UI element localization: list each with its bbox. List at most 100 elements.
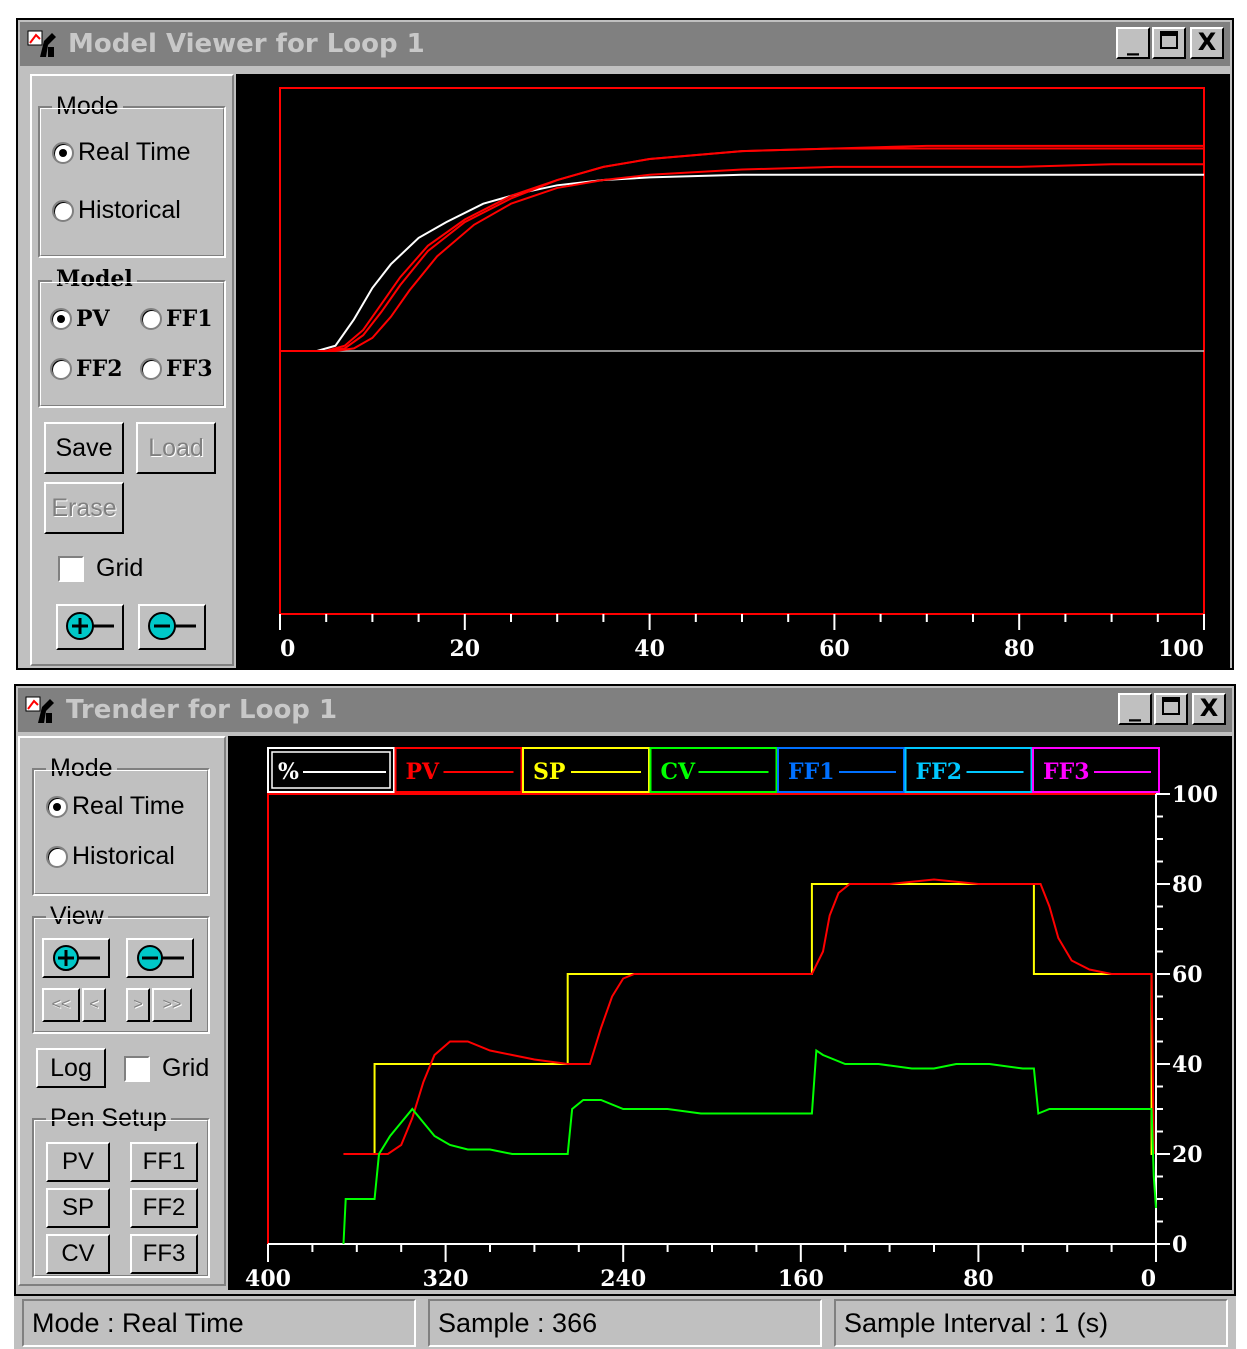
model-group: Model PV FF1 FF2 FF3 (38, 266, 226, 408)
x-tick-label: 40 (634, 636, 665, 662)
grid-label: Grid (162, 1054, 210, 1082)
legend-label: % (278, 759, 299, 785)
y-tick-label: 40 (1172, 1052, 1203, 1078)
legend-box-% (267, 747, 395, 793)
radio-dot-selected[interactable] (52, 141, 74, 164)
x-tick-label: 240 (600, 1266, 646, 1290)
x-tick-label: 400 (245, 1266, 291, 1290)
minimize-button[interactable]: _ (1118, 693, 1152, 725)
scroll-next-button[interactable]: > (126, 988, 150, 1022)
pen-cv-button[interactable]: CV (46, 1234, 110, 1274)
scroll-last-button[interactable]: >> (152, 988, 192, 1022)
app-icon (26, 27, 60, 61)
pen-ff2-button[interactable]: FF2 (130, 1188, 198, 1228)
series-pv (343, 878, 1155, 1155)
mode-group-label: Mode (52, 92, 123, 121)
model-plot-area: 0 20 40 60 80 100 (236, 74, 1230, 668)
radio-dot[interactable] (140, 308, 162, 330)
legend-label: FF1 (788, 759, 835, 785)
radio-model-ff1[interactable]: FF1 (140, 306, 213, 332)
legend-box-pv (394, 747, 523, 793)
x-tick-label: 80 (1004, 636, 1035, 662)
model-curve-1 (280, 147, 1204, 352)
window-title: Trender for Loop 1 (66, 695, 338, 725)
radio-historical[interactable]: Historical (52, 196, 181, 225)
x-tick-label: 160 (778, 1266, 824, 1290)
model-curve-2 (280, 144, 1204, 352)
load-button[interactable]: Load (136, 422, 216, 474)
radio-real-time[interactable]: Real Time (52, 138, 191, 167)
save-button[interactable]: Save (44, 422, 124, 474)
x-tick-label: 100 (1158, 636, 1204, 662)
grid-checkbox[interactable]: Grid (124, 1054, 209, 1083)
radio-dot[interactable] (140, 358, 162, 380)
maximize-button[interactable] (1154, 693, 1188, 725)
radio-dot[interactable] (50, 358, 72, 380)
radio-dot-selected[interactable] (50, 308, 72, 330)
y-tick-label: 20 (1172, 1142, 1203, 1168)
maximize-button[interactable] (1152, 27, 1186, 59)
y-tick-label: 100 (1172, 782, 1218, 808)
close-button[interactable]: X (1190, 27, 1224, 59)
radio-historical[interactable]: Historical (46, 842, 175, 871)
zoom-in-button[interactable] (42, 938, 110, 978)
status-bar: Mode : Real Time Sample : 366 Sample Int… (14, 1296, 1236, 1349)
trend-chart: % PV SP CV FF1 FF2 FF3 100 80 60 40 20 0 400 320 240 160… (245, 747, 1218, 1292)
radio-model-ff2[interactable]: FF2 (50, 356, 123, 382)
status-mode: Mode : Real Time (22, 1299, 416, 1347)
pen-ff3-button[interactable]: FF3 (130, 1234, 198, 1274)
legend-box-inner (271, 751, 391, 789)
x-tick-label: 60 (819, 636, 850, 662)
grid-label: Grid (96, 554, 144, 582)
zoom-out-button[interactable] (126, 938, 194, 978)
radio-model-ff3[interactable]: FF3 (140, 356, 213, 382)
y-tick-label: 60 (1172, 962, 1203, 988)
checkbox-box[interactable] (58, 555, 84, 582)
zoom-out-button[interactable] (138, 604, 206, 650)
pen-sp-button[interactable]: SP (46, 1188, 110, 1228)
legend-label: CV (661, 759, 697, 785)
legend-box-sp (522, 747, 650, 793)
pen-ff1-button[interactable]: FF1 (130, 1142, 198, 1182)
model-viewer-titlebar[interactable]: Model Viewer for Loop 1 _ X (20, 22, 1230, 66)
model-group-label: Model (52, 266, 137, 292)
mode-group: Mode Real Time Historical (38, 92, 226, 258)
radio-real-time[interactable]: Real Time (46, 792, 185, 821)
plot-border (267, 793, 1157, 1245)
checkbox-box[interactable] (124, 1055, 150, 1082)
maximize-icon (1162, 697, 1180, 715)
trender-titlebar[interactable]: Trender for Loop 1 _ X (18, 688, 1232, 732)
window-title: Model Viewer for Loop 1 (68, 29, 425, 59)
trender-window: Trender for Loop 1 _ X Mode Real Time Hi… (14, 684, 1236, 1296)
radio-model-pv[interactable]: PV (50, 306, 110, 332)
close-button[interactable]: X (1192, 693, 1226, 725)
minimize-button[interactable]: _ (1116, 27, 1150, 59)
log-button[interactable]: Log (36, 1048, 106, 1088)
legend-label: FF3 (1043, 759, 1090, 785)
x-tick-label: 20 (449, 636, 480, 662)
radio-label: Historical (72, 842, 175, 870)
pen-pv-button[interactable]: PV (46, 1142, 110, 1182)
grid-checkbox[interactable]: Grid (58, 554, 143, 583)
legend-label: FF2 (916, 759, 963, 785)
pen-setup-group: Pen Setup PV FF1 SP FF2 CV FF3 (32, 1104, 210, 1278)
y-tick-label: 0 (1172, 1232, 1187, 1258)
zoom-in-icon (66, 612, 114, 640)
legend-box-ff3 (1032, 747, 1160, 793)
model-curve-3 (280, 163, 1204, 352)
legend-box-ff2 (904, 747, 1033, 793)
legend-box-ff1 (777, 747, 905, 793)
zoom-out-icon (148, 612, 196, 640)
zoom-in-button[interactable] (56, 604, 124, 650)
radio-dot-selected[interactable] (46, 795, 68, 818)
erase-button[interactable]: Erase (44, 482, 124, 534)
radio-dot[interactable] (46, 845, 68, 868)
scroll-prev-button[interactable]: < (82, 988, 106, 1022)
x-tick-label: 80 (963, 1266, 994, 1290)
radio-label: FF3 (166, 356, 213, 382)
x-tick-label: 0 (1141, 1266, 1156, 1290)
legend-box-cv (649, 747, 778, 793)
radio-dot[interactable] (52, 199, 74, 222)
scroll-first-button[interactable]: << (42, 988, 80, 1022)
radio-label: FF2 (76, 356, 123, 382)
